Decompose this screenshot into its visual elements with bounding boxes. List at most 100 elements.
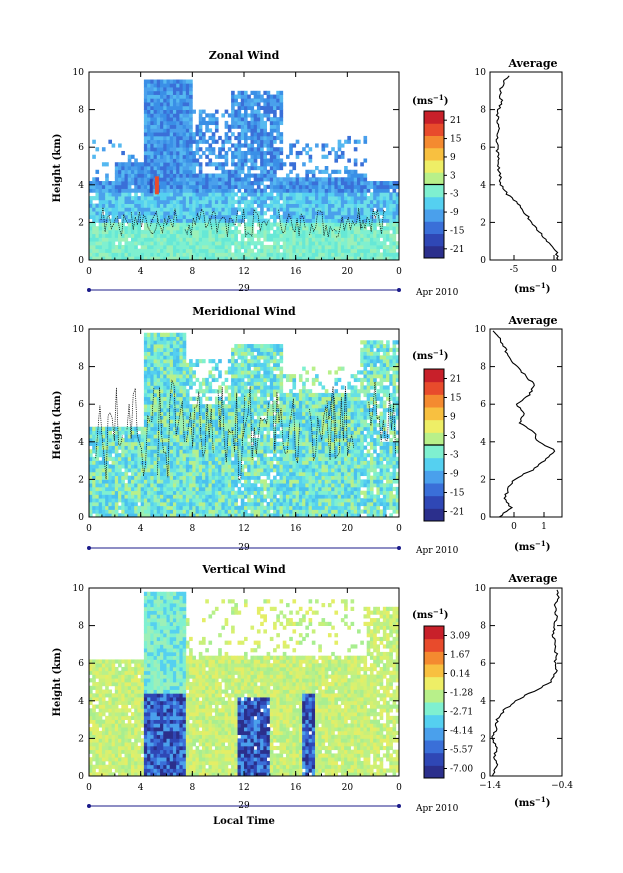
heatmap-cell [166,244,171,250]
heatmap-cell [169,430,174,435]
heatmap-cell [298,211,303,216]
heatmap-cell [344,181,348,186]
heatmap-cell [147,426,151,431]
heatmap-cell [305,244,309,250]
heatmap-cell [169,79,174,84]
heatmap-cell [179,426,184,431]
heatmap-cell [179,456,184,461]
heatmap-cell [111,464,116,469]
heatmap-cell [227,226,232,231]
heatmap-cell [205,407,209,413]
heatmap-cell [273,203,277,208]
heatmap-cell [130,169,135,174]
average-title: Average [507,57,557,70]
heatmap-cell [289,244,293,250]
heatmap-cell [208,184,213,189]
heatmap-cell [111,434,116,439]
heatmap-cell [160,226,164,231]
heatmap-cell [166,438,171,443]
heatmap-cell [214,181,219,186]
heatmap-cell [150,105,154,110]
heatmap-cell [182,256,187,261]
heatmap-cell [150,83,154,88]
heatmap-cell [318,203,322,208]
heatmap-cell [105,471,109,477]
heatmap-cell [150,124,154,129]
heatmap-cell [231,98,235,103]
heatmap-cell [366,203,371,208]
heatmap-cell [224,441,229,446]
heatmap-cell [237,366,242,371]
heatmap-cell [237,460,242,465]
heatmap-cell [179,244,184,250]
heatmap-cell [214,377,219,383]
heatmap-cell [163,479,167,484]
heatmap-cell [234,98,238,103]
heatmap-cell [266,248,271,253]
heatmap-cell [169,494,174,499]
heatmap-cell [269,177,274,182]
heatmap-cell [182,128,187,133]
heatmap-cell [182,411,187,416]
heatmap-cell [344,229,348,235]
heatmap-cell [166,181,171,186]
heatmap-cell [160,468,164,473]
heatmap-cell [208,117,213,122]
heatmap-cell [195,404,200,409]
heatmap-cell [153,486,158,492]
heatmap-cell [182,135,187,141]
heatmap-cell [240,207,245,212]
heatmap-cell [231,479,235,484]
heatmap-cell [166,162,171,167]
heatmap-cell [143,79,148,84]
heatmap-cell [240,419,245,424]
heatmap-cell [153,441,158,446]
heatmap-cell [153,124,158,129]
heatmap-cell [337,211,342,216]
heatmap-cell [114,490,119,495]
heatmap-cell [369,196,374,201]
heatmap-cell [214,203,219,208]
heatmap-cell [373,229,377,235]
heatmap-cell [324,181,329,186]
heatmap-cell [118,441,122,446]
heatmap-cell [195,509,200,514]
heatmap-cell [202,483,206,488]
heatmap-cell [198,419,203,424]
heatmap-cell [211,150,216,156]
heatmap-cell [240,404,245,409]
heatmap-cell [214,475,219,480]
heatmap-cell [344,252,348,257]
heatmap-cell [182,166,187,171]
heatmap-cell [108,494,113,499]
heatmap-cell [231,199,235,204]
heatmap-cell [295,244,300,250]
heatmap-cell [340,192,345,197]
heatmap-cell [156,453,161,458]
heatmap-cell [163,199,167,204]
heatmap-cell [182,370,187,375]
heatmap-cell [311,169,316,174]
heatmap-cell [302,256,306,261]
heatmap-cell [160,423,164,428]
heatmap-cell [237,374,242,379]
heatmap-cell [95,494,100,499]
heatmap-cell [231,498,235,503]
heatmap-cell [156,158,161,163]
heatmap-cell [227,419,232,424]
heatmap-cell [121,199,125,204]
heatmap-cell [111,475,116,480]
heatmap-cell [282,256,287,261]
heatmap-cell [282,226,287,231]
heatmap-cell [282,252,287,257]
heatmap-cell [237,94,242,99]
heatmap-cell [130,483,135,488]
heatmap-cell [192,169,196,174]
heatmap-cell [269,203,274,208]
heatmap-cell [166,233,171,238]
heatmap-cell [182,486,187,492]
heatmap-cell [179,192,184,197]
heatmap-cell [224,203,229,208]
heatmap-cell [218,154,222,159]
heatmap-cell [256,456,261,461]
